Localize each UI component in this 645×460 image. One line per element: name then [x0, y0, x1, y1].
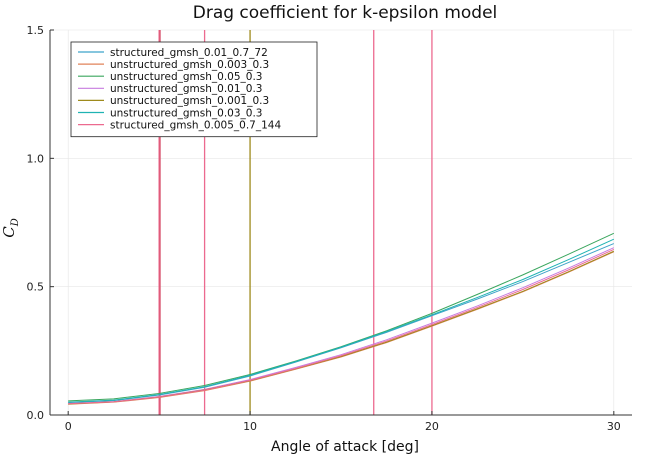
y-axis-label-sub: D: [10, 218, 21, 227]
legend-label: unstructured_gmsh_0.003_0.3: [110, 59, 269, 71]
legend-label: unstructured_gmsh_0.01_0.3: [110, 83, 262, 95]
legend-label: unstructured_gmsh_0.05_0.3: [110, 71, 262, 83]
legend-label: unstructured_gmsh_0.03_0.3: [110, 107, 262, 119]
chart-title: Drag coefficient for k-epsilon model: [193, 3, 498, 23]
x-tick-label: 10: [243, 420, 257, 433]
axes: [49, 30, 632, 416]
tick-labels: 0 10 20 30 0.0 0.5 1.0 1.5: [27, 24, 621, 433]
legend-label: structured_gmsh_0.005_0.7_144: [110, 119, 281, 131]
x-tick-label: 0: [65, 420, 72, 433]
y-tick-label: 0.5: [27, 281, 45, 294]
y-tick-label: 0.0: [27, 409, 45, 422]
x-tick-label: 20: [425, 420, 439, 433]
data-series: [68, 232, 615, 405]
y-tick-label: 1.5: [27, 24, 45, 37]
y-tick-label: 1.0: [27, 152, 45, 165]
legend-label: structured_gmsh_0.01_0.7_72: [110, 47, 268, 59]
series-line-7: [68, 248, 615, 405]
series-line-6: [68, 238, 615, 403]
x-axis-label: Angle of attack [deg]: [271, 439, 419, 455]
x-tick-label: 30: [607, 420, 621, 433]
y-axis-label: CD: [0, 218, 21, 238]
legend-label: unstructured_gmsh_0.001_0.3: [110, 95, 269, 107]
legend: structured_gmsh_0.01_0.7_72unstructured_…: [70, 41, 318, 138]
series-line-4: [68, 247, 615, 404]
y-axis-label-main: C: [0, 226, 18, 238]
legend-box: [70, 41, 318, 138]
